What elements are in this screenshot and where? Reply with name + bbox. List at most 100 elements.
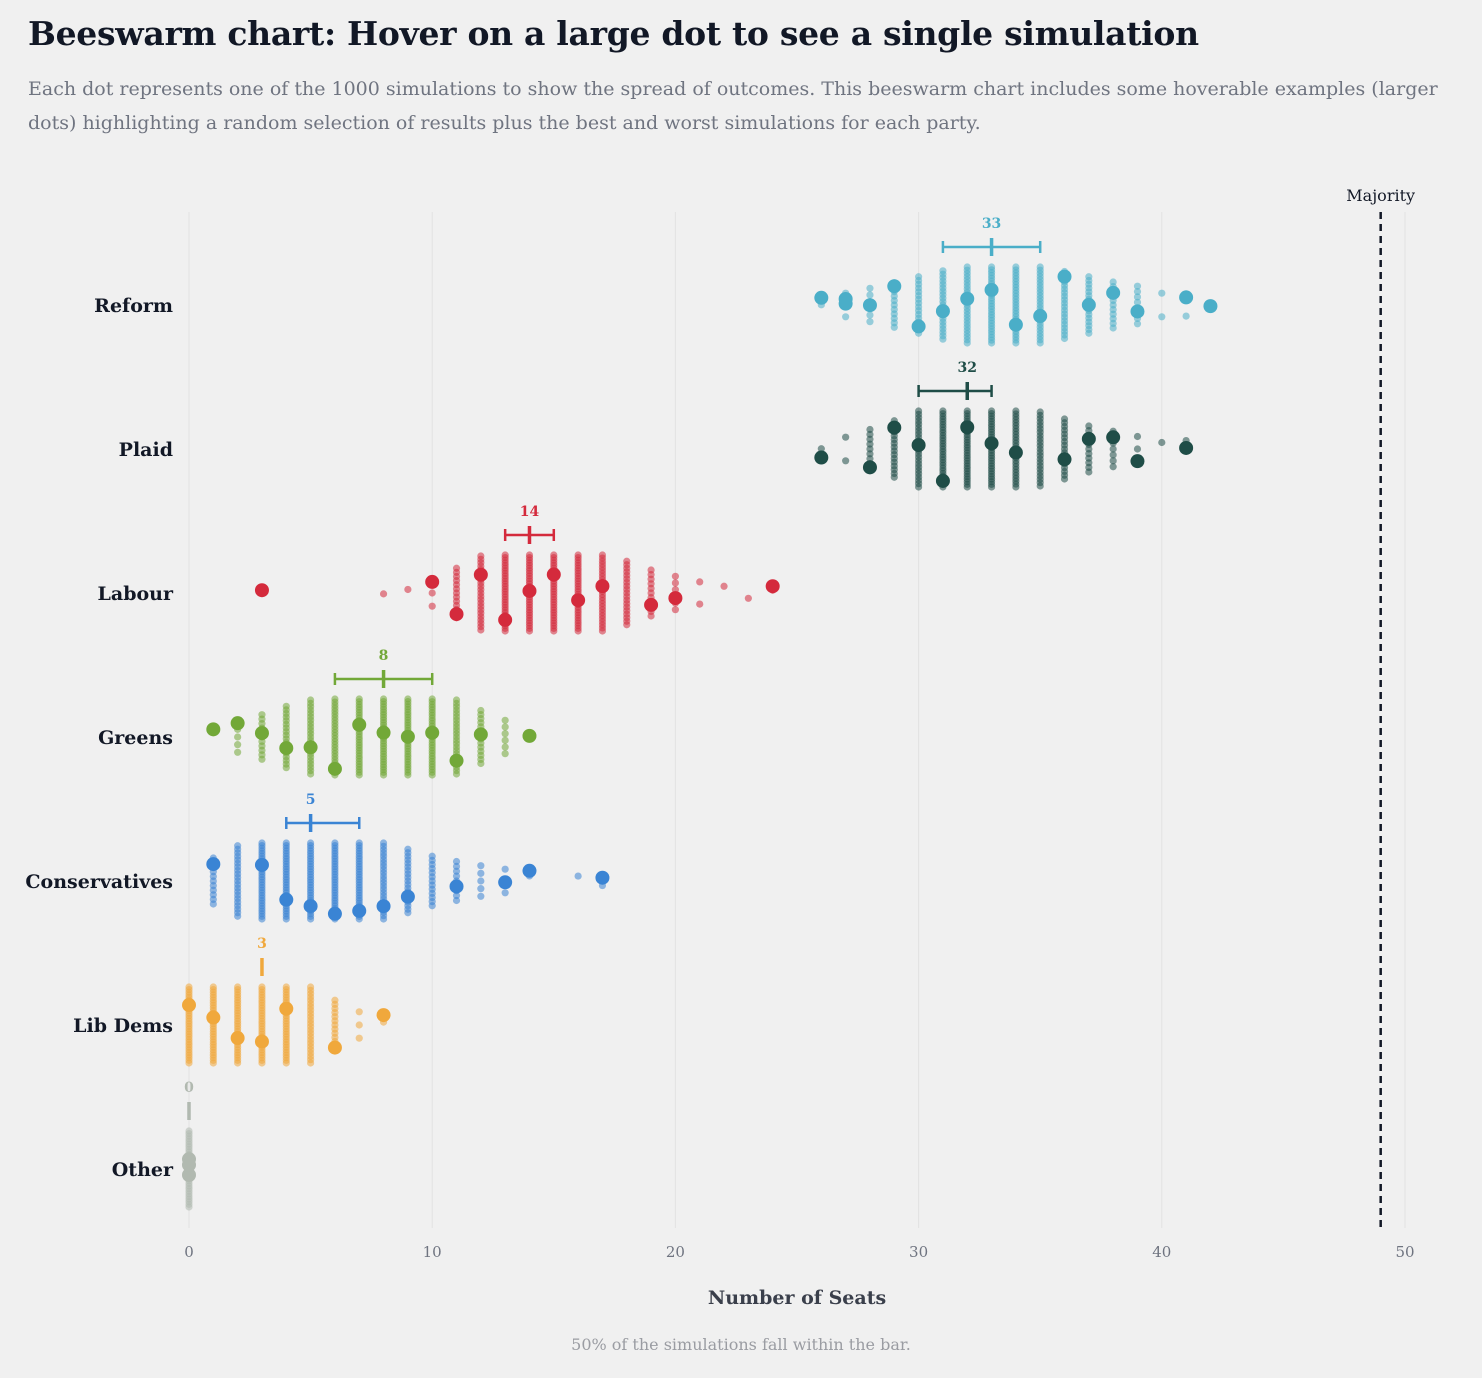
example-simulation-dot[interactable] bbox=[1057, 269, 1072, 284]
example-simulation-dot[interactable] bbox=[935, 473, 950, 488]
median-label: 5 bbox=[306, 792, 316, 808]
simulation-dot bbox=[842, 313, 850, 321]
example-simulation-dot[interactable] bbox=[303, 899, 318, 914]
example-simulation-dot[interactable] bbox=[352, 903, 367, 918]
example-simulation-dot[interactable] bbox=[1033, 309, 1048, 324]
example-simulation-dot[interactable] bbox=[206, 857, 221, 872]
simulation-dot bbox=[1158, 438, 1166, 447]
example-simulation-dot[interactable] bbox=[206, 722, 221, 737]
example-simulation-dot[interactable] bbox=[254, 1034, 269, 1049]
example-simulation-dot[interactable] bbox=[206, 1010, 221, 1025]
example-simulation-dot[interactable] bbox=[522, 863, 537, 878]
example-simulation-dot[interactable] bbox=[1179, 440, 1194, 455]
example-simulation-dot[interactable] bbox=[254, 857, 269, 872]
example-simulation-dot[interactable] bbox=[376, 1008, 391, 1023]
example-simulation-dot[interactable] bbox=[1081, 297, 1096, 312]
example-simulation-dot[interactable] bbox=[862, 460, 877, 475]
simulation-dot bbox=[1109, 445, 1117, 453]
example-simulation-dot[interactable] bbox=[668, 591, 683, 606]
example-simulation-dot[interactable] bbox=[182, 998, 196, 1013]
example-simulation-dot[interactable] bbox=[765, 579, 780, 594]
simulation-dot bbox=[379, 771, 388, 779]
simulation-dot bbox=[234, 912, 242, 920]
simulation-dot bbox=[501, 730, 509, 738]
example-simulation-dot[interactable] bbox=[279, 741, 294, 756]
example-simulation-dot[interactable] bbox=[595, 579, 610, 594]
example-simulation-dot[interactable] bbox=[546, 567, 561, 582]
example-simulation-dot[interactable] bbox=[182, 1168, 196, 1183]
example-simulation-dot[interactable] bbox=[1179, 290, 1194, 305]
example-simulation-dot[interactable] bbox=[935, 304, 950, 319]
simulation-dot bbox=[866, 291, 874, 299]
example-simulation-dot[interactable] bbox=[449, 607, 464, 622]
example-simulation-dot[interactable] bbox=[425, 574, 440, 589]
example-simulation-dot[interactable] bbox=[449, 753, 464, 768]
example-simulation-dot[interactable] bbox=[1130, 304, 1145, 319]
example-simulation-dot[interactable] bbox=[984, 282, 999, 297]
example-simulation-dot[interactable] bbox=[279, 892, 294, 907]
example-simulation-dot[interactable] bbox=[1008, 317, 1023, 332]
example-simulation-dot[interactable] bbox=[473, 567, 488, 582]
example-simulation-dot[interactable] bbox=[376, 899, 391, 914]
example-simulation-dot[interactable] bbox=[254, 583, 269, 598]
example-simulation-dot[interactable] bbox=[1106, 430, 1121, 445]
example-simulation-dot[interactable] bbox=[644, 597, 659, 612]
simulation-dot bbox=[185, 1059, 193, 1067]
example-simulation-dot[interactable] bbox=[473, 727, 488, 742]
example-simulation-dot[interactable] bbox=[254, 726, 269, 741]
example-simulation-dot[interactable] bbox=[984, 436, 999, 451]
example-simulation-dot[interactable] bbox=[862, 298, 877, 313]
example-simulation-dot[interactable] bbox=[960, 291, 975, 306]
simulation-dot bbox=[1109, 324, 1117, 332]
example-simulation-dot[interactable] bbox=[911, 319, 926, 334]
simulation-dot bbox=[842, 457, 850, 465]
example-simulation-dot[interactable] bbox=[327, 906, 342, 921]
simulation-dot bbox=[501, 750, 509, 758]
example-simulation-dot[interactable] bbox=[400, 729, 415, 744]
example-simulation-dot[interactable] bbox=[1057, 452, 1072, 467]
example-simulation-dot[interactable] bbox=[1106, 285, 1121, 300]
example-simulation-dot[interactable] bbox=[327, 761, 342, 776]
category-label: Lib Dems bbox=[73, 1015, 173, 1037]
simulation-dot bbox=[307, 1059, 315, 1067]
example-simulation-dot[interactable] bbox=[571, 593, 586, 608]
example-simulation-dot[interactable] bbox=[279, 1001, 294, 1016]
example-simulation-dot[interactable] bbox=[182, 1157, 196, 1172]
example-simulation-dot[interactable] bbox=[814, 290, 829, 305]
example-simulation-dot[interactable] bbox=[960, 420, 975, 435]
example-simulation-dot[interactable] bbox=[400, 889, 415, 904]
example-simulation-dot[interactable] bbox=[498, 612, 513, 627]
category-label: Greens bbox=[98, 727, 173, 749]
example-simulation-dot[interactable] bbox=[303, 740, 318, 755]
example-simulation-dot[interactable] bbox=[595, 870, 610, 885]
example-simulation-dot[interactable] bbox=[522, 583, 537, 598]
example-simulation-dot[interactable] bbox=[425, 725, 440, 740]
example-simulation-dot[interactable] bbox=[1130, 454, 1145, 469]
simulation-dot bbox=[890, 473, 898, 481]
simulation-dot bbox=[501, 723, 509, 731]
example-simulation-dot[interactable] bbox=[230, 1031, 245, 1046]
example-simulation-dot[interactable] bbox=[498, 875, 513, 890]
simulation-dot bbox=[258, 755, 266, 763]
example-simulation-dot[interactable] bbox=[887, 420, 902, 435]
example-simulation-dot[interactable] bbox=[814, 450, 829, 465]
majority-label: Majority bbox=[1346, 186, 1415, 205]
example-simulation-dot[interactable] bbox=[838, 296, 853, 311]
simulation-dot bbox=[501, 627, 509, 635]
example-simulation-dot[interactable] bbox=[449, 879, 464, 894]
example-simulation-dot[interactable] bbox=[327, 1040, 342, 1055]
majority-line-group: Majority bbox=[1346, 186, 1415, 1228]
simulation-dot bbox=[477, 869, 485, 877]
example-simulation-dot[interactable] bbox=[1008, 445, 1023, 460]
example-simulation-dot[interactable] bbox=[230, 716, 245, 731]
example-simulation-dot[interactable] bbox=[352, 717, 367, 732]
simulation-dot bbox=[696, 600, 704, 608]
example-simulation-dot[interactable] bbox=[911, 438, 926, 453]
example-simulation-dot[interactable] bbox=[522, 728, 537, 743]
simulation-dot bbox=[1012, 339, 1020, 347]
example-simulation-dot[interactable] bbox=[887, 279, 902, 294]
example-simulation-dot[interactable] bbox=[1081, 431, 1096, 446]
example-simulation-dot[interactable] bbox=[1203, 299, 1218, 314]
example-simulation-dot[interactable] bbox=[376, 725, 391, 740]
category-label: Conservatives bbox=[25, 871, 173, 893]
